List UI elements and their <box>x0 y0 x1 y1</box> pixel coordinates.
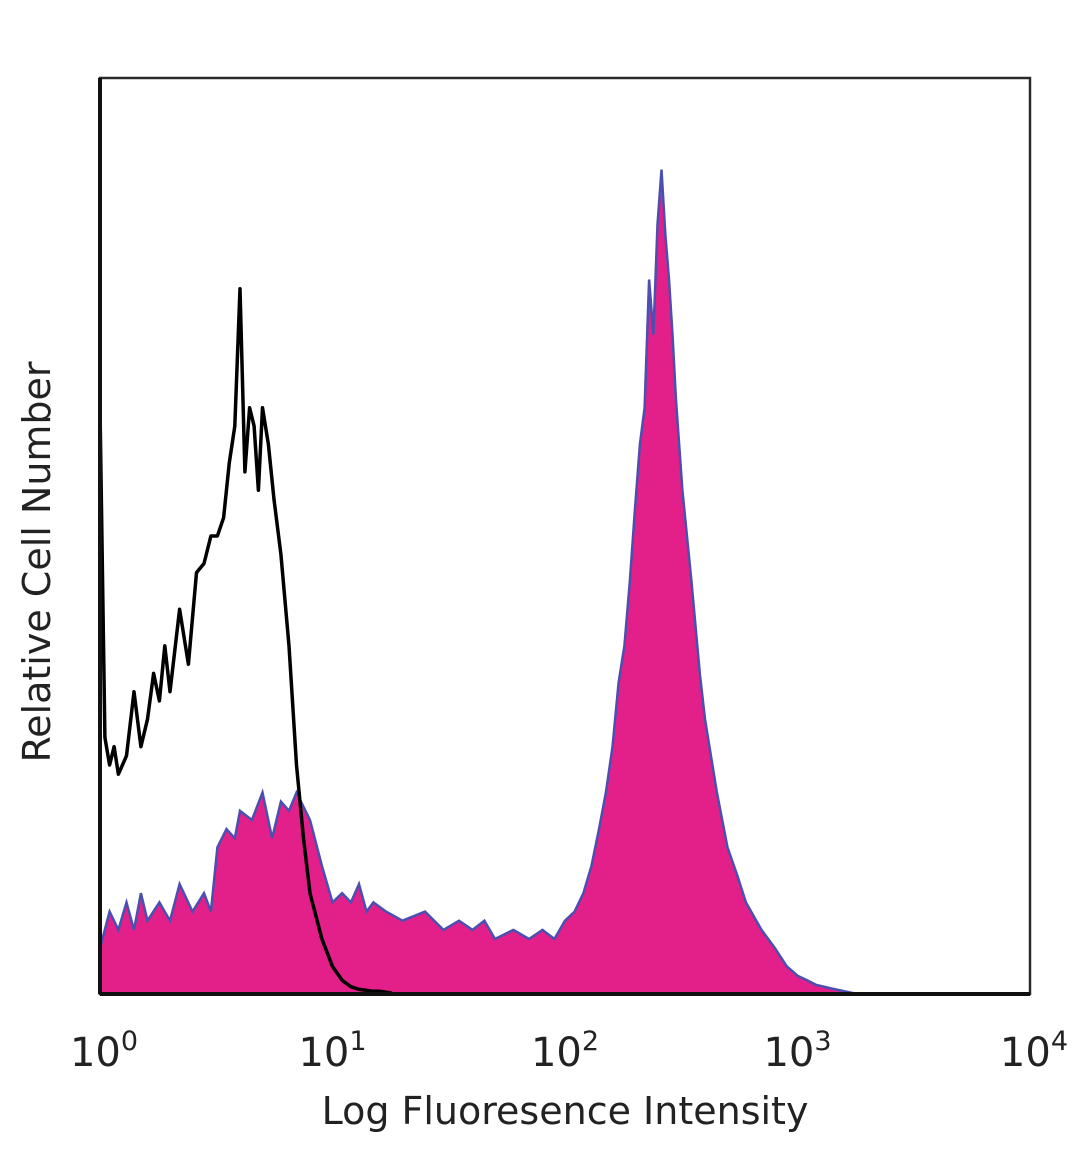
x-tick-labels: 100 101 102 103 104 <box>70 1026 1068 1076</box>
x-tick-label: 100 <box>70 1026 138 1076</box>
histogram-area-edge <box>98 169 858 996</box>
x-tick-label: 102 <box>531 1026 599 1076</box>
series-layer <box>98 169 858 996</box>
x-tick-label: 103 <box>763 1026 831 1076</box>
x-axis-label: Log Fluoresence Intensity <box>322 1089 809 1133</box>
histogram-area-filled <box>100 169 857 995</box>
histogram-line-control <box>98 286 393 995</box>
x-tick-label: 104 <box>1000 1026 1068 1076</box>
y-axis-label: Relative Cell Number <box>15 361 59 762</box>
x-tick-label: 101 <box>298 1026 366 1076</box>
